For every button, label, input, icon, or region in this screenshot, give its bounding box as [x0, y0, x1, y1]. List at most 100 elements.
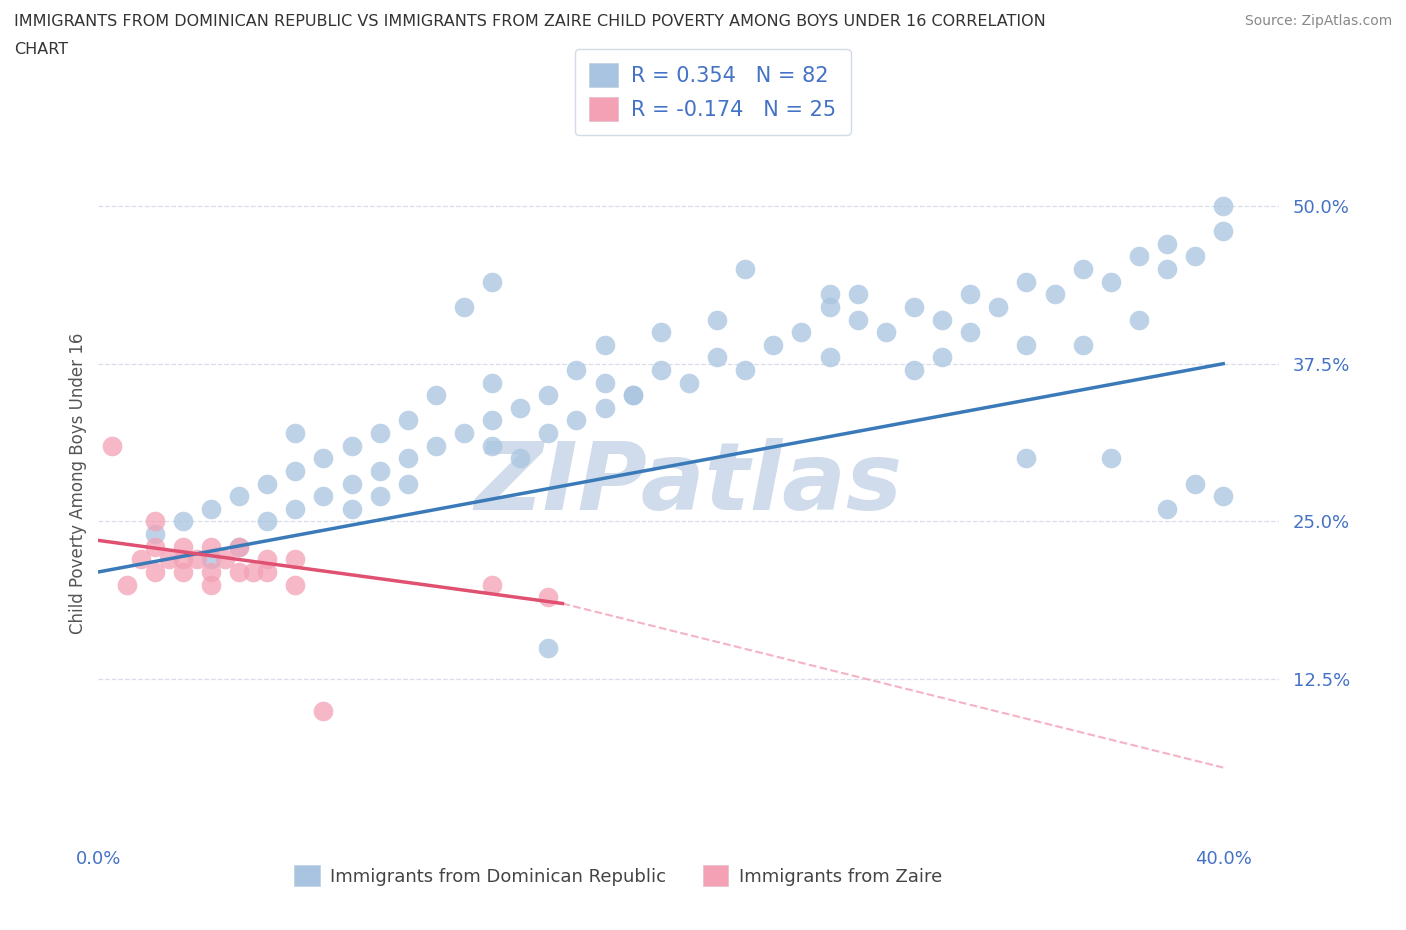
- Point: [396, 451, 419, 466]
- Point: [509, 401, 531, 416]
- Point: [340, 476, 363, 491]
- Point: [987, 299, 1010, 314]
- Point: [565, 413, 588, 428]
- Point: [340, 501, 363, 516]
- Point: [284, 578, 307, 592]
- Point: [256, 551, 278, 566]
- Point: [509, 451, 531, 466]
- Point: [1212, 224, 1234, 239]
- Point: [1071, 338, 1094, 352]
- Point: [1043, 286, 1066, 301]
- Point: [818, 299, 841, 314]
- Point: [846, 312, 869, 327]
- Point: [368, 426, 391, 441]
- Point: [214, 551, 236, 566]
- Point: [621, 388, 644, 403]
- Point: [453, 426, 475, 441]
- Point: [903, 363, 925, 378]
- Point: [312, 489, 335, 504]
- Point: [200, 565, 222, 579]
- Point: [1156, 236, 1178, 251]
- Point: [1099, 274, 1122, 289]
- Point: [1212, 198, 1234, 213]
- Point: [172, 551, 194, 566]
- Text: CHART: CHART: [14, 42, 67, 57]
- Point: [1156, 501, 1178, 516]
- Text: IMMIGRANTS FROM DOMINICAN REPUBLIC VS IMMIGRANTS FROM ZAIRE CHILD POVERTY AMONG : IMMIGRANTS FROM DOMINICAN REPUBLIC VS IM…: [14, 14, 1046, 29]
- Point: [242, 565, 264, 579]
- Point: [481, 438, 503, 453]
- Point: [200, 539, 222, 554]
- Point: [931, 350, 953, 365]
- Point: [1156, 261, 1178, 276]
- Point: [1015, 338, 1038, 352]
- Point: [228, 565, 250, 579]
- Point: [312, 703, 335, 718]
- Point: [537, 388, 560, 403]
- Point: [172, 514, 194, 529]
- Point: [1128, 312, 1150, 327]
- Point: [1071, 261, 1094, 276]
- Point: [593, 375, 616, 390]
- Point: [143, 526, 166, 541]
- Point: [650, 363, 672, 378]
- Point: [143, 565, 166, 579]
- Point: [228, 489, 250, 504]
- Point: [481, 413, 503, 428]
- Point: [875, 325, 897, 339]
- Point: [396, 413, 419, 428]
- Point: [706, 350, 728, 365]
- Point: [340, 438, 363, 453]
- Point: [200, 578, 222, 592]
- Point: [537, 640, 560, 655]
- Point: [143, 514, 166, 529]
- Point: [453, 299, 475, 314]
- Point: [1184, 249, 1206, 264]
- Point: [959, 325, 981, 339]
- Point: [537, 426, 560, 441]
- Point: [425, 388, 447, 403]
- Point: [481, 274, 503, 289]
- Point: [256, 514, 278, 529]
- Point: [593, 401, 616, 416]
- Point: [1015, 451, 1038, 466]
- Point: [565, 363, 588, 378]
- Point: [101, 438, 124, 453]
- Point: [706, 312, 728, 327]
- Point: [115, 578, 138, 592]
- Point: [678, 375, 700, 390]
- Point: [129, 551, 152, 566]
- Point: [931, 312, 953, 327]
- Point: [284, 426, 307, 441]
- Point: [368, 463, 391, 478]
- Point: [790, 325, 813, 339]
- Point: [481, 375, 503, 390]
- Point: [256, 565, 278, 579]
- Point: [284, 463, 307, 478]
- Point: [818, 286, 841, 301]
- Point: [903, 299, 925, 314]
- Point: [284, 501, 307, 516]
- Point: [1015, 274, 1038, 289]
- Point: [172, 565, 194, 579]
- Point: [157, 551, 180, 566]
- Point: [621, 388, 644, 403]
- Legend: Immigrants from Dominican Republic, Immigrants from Zaire: Immigrants from Dominican Republic, Immi…: [281, 853, 955, 898]
- Point: [734, 261, 756, 276]
- Point: [1099, 451, 1122, 466]
- Text: Source: ZipAtlas.com: Source: ZipAtlas.com: [1244, 14, 1392, 28]
- Point: [228, 539, 250, 554]
- Point: [312, 451, 335, 466]
- Point: [228, 539, 250, 554]
- Point: [650, 325, 672, 339]
- Point: [368, 489, 391, 504]
- Point: [186, 551, 208, 566]
- Point: [396, 476, 419, 491]
- Point: [481, 578, 503, 592]
- Point: [143, 539, 166, 554]
- Y-axis label: Child Poverty Among Boys Under 16: Child Poverty Among Boys Under 16: [69, 333, 87, 634]
- Text: ZIPatlas: ZIPatlas: [475, 438, 903, 529]
- Point: [200, 501, 222, 516]
- Point: [284, 551, 307, 566]
- Point: [762, 338, 785, 352]
